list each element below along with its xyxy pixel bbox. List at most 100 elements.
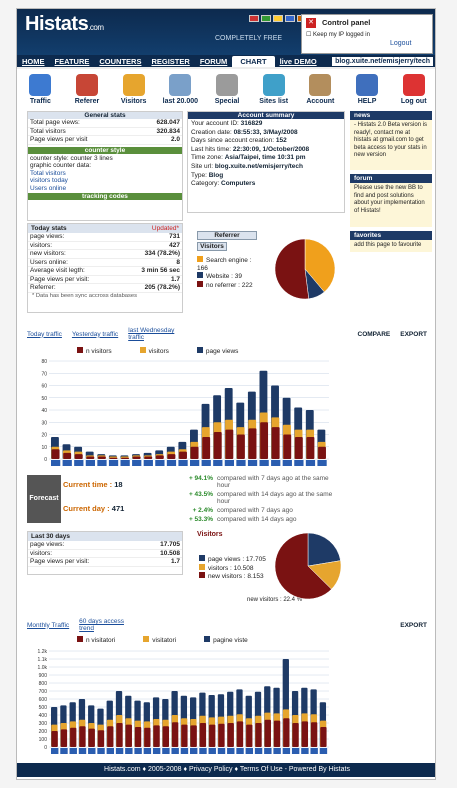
forecast-row: + 53.3% compared with 14 days ago <box>177 516 342 523</box>
tab-yesterday-traffic[interactable]: Yesterday traffic <box>71 330 119 338</box>
nav-counters[interactable]: COUNTERS <box>99 56 142 66</box>
legend-item: new visitors : 8.153 <box>199 572 266 581</box>
toolbar-help[interactable]: HELP <box>344 71 391 111</box>
page: Histats.com COMPLETELY FREE ✕ Control pa… <box>16 8 436 780</box>
total-visitors-link[interactable]: Total visitors <box>30 169 66 177</box>
keep-ip-checkbox[interactable]: ☐ Keep my IP logged in <box>306 32 370 38</box>
account-label: Time zone: <box>191 154 223 162</box>
visitors-button[interactable]: Visitors <box>197 242 227 251</box>
bar <box>144 456 153 459</box>
legend-swatch <box>199 572 205 578</box>
toolbar-account-icon <box>309 74 332 96</box>
y-tick-label: 1.0k <box>38 665 48 671</box>
today-stats-rows: page views: 731 visitors: 427 new visitors: 3… <box>28 233 182 293</box>
account-row: Creation date: 08:55:33, 3/May/2008 <box>191 129 341 138</box>
legend-swatch <box>77 636 83 642</box>
stat-row: Total page views: 628.047 <box>28 119 182 128</box>
account-label: Site url: <box>191 162 214 170</box>
bar <box>271 427 280 459</box>
stat-row: Average visit legth: 3 min 56 sec <box>28 267 182 276</box>
tab-monthly-traffic[interactable]: Monthly Traffic <box>27 621 70 629</box>
toolbar-traffic[interactable]: Traffic <box>17 71 64 111</box>
toolbar-traffic-icon <box>29 74 52 96</box>
toolbar-account[interactable]: Account <box>297 71 344 111</box>
toolbar-last-20-000[interactable]: last 20.000 <box>157 71 204 111</box>
toolbar-visitors-icon <box>122 74 145 96</box>
x-tick-bg <box>236 748 244 754</box>
toolbar-visitors[interactable]: Visitors <box>110 71 157 111</box>
pie-slice <box>304 238 336 293</box>
nav-feature[interactable]: FEATURE <box>54 56 90 66</box>
news-header: news <box>350 111 432 120</box>
x-tick-bg <box>178 460 188 466</box>
nav-home[interactable]: HOME <box>22 56 45 66</box>
account-label: Last hits time: <box>191 145 232 153</box>
x-tick-bg <box>115 748 124 754</box>
y-tick-label: 30 <box>41 420 47 426</box>
stat-label: Total visitors <box>30 127 66 135</box>
toolbar-referer[interactable]: Referer <box>64 71 111 111</box>
monthly-tabs: Monthly Traffic 60 days access trend EXP… <box>27 617 427 633</box>
toolbar-sites-list-icon <box>262 74 285 96</box>
site-selector[interactable]: blog.xuite.net/emisjerry/tech <box>332 57 433 66</box>
monthly-export-button[interactable]: EXPORT <box>400 621 427 629</box>
language-flags[interactable] <box>249 15 307 22</box>
y-tick-label: 1.2k <box>38 649 48 655</box>
legend-label: n visitatori <box>86 637 116 644</box>
x-tick-bg <box>51 460 61 466</box>
nav-chart[interactable]: CHART <box>232 55 275 67</box>
legend-swatch <box>199 563 205 570</box>
toolbar-special[interactable]: Special <box>204 71 251 111</box>
close-icon[interactable]: ✕ <box>306 18 316 28</box>
forecast-text: compared with 14 days ago <box>217 516 297 523</box>
legend-label: Search engine : 166 <box>197 257 252 272</box>
bar <box>51 449 60 459</box>
nav-live-demo[interactable]: live DEMO <box>279 56 317 66</box>
forecast-row: + 94.1% compared with 7 days ago at the s… <box>177 475 342 489</box>
news-body: - Histats 2.0 Beta version is ready!, co… <box>350 120 432 170</box>
nav-register[interactable]: REGISTER <box>151 56 190 66</box>
x-tick-bg <box>143 748 152 754</box>
export-button[interactable]: EXPORT <box>400 330 427 338</box>
bar <box>162 726 170 747</box>
compare-button[interactable]: COMPARE <box>357 330 391 338</box>
current-day-value: 471 <box>111 504 125 513</box>
favorites-link[interactable]: add this page to favourite <box>350 240 432 252</box>
bar <box>153 725 160 747</box>
account-label: Your account ID: <box>191 120 239 127</box>
toolbar-log-out[interactable]: Log out <box>390 71 435 111</box>
x-tick-bg <box>97 460 107 466</box>
tab-today-traffic[interactable]: Today traffic <box>27 330 62 338</box>
referrer-button[interactable]: Referrer <box>197 231 257 240</box>
bar <box>199 723 207 747</box>
tab-last-wednesday[interactable]: last Wednesday traffic <box>128 327 175 341</box>
users-online-link[interactable]: Users online <box>30 184 67 192</box>
stat-row: page views: 731 <box>28 233 182 242</box>
logout-link[interactable]: Logout <box>390 40 412 47</box>
toolbar-sites-list[interactable]: Sites list <box>250 71 297 111</box>
legend-swatch <box>197 256 203 262</box>
legend-label: visitors <box>148 348 169 355</box>
bar <box>190 446 199 459</box>
forum-header: forum <box>350 174 432 183</box>
forum-body[interactable]: Please use the new BB to find and post s… <box>350 183 432 227</box>
x-tick-bg <box>166 460 177 466</box>
tracking-codes-header[interactable]: tracking codes <box>28 193 182 200</box>
stat-value: 205 (78.2%) <box>144 284 180 291</box>
x-tick-bg <box>162 748 170 754</box>
bar <box>121 457 130 459</box>
new-visitors-note: new visitors : 22.4 % <box>247 597 303 603</box>
histats-logo[interactable]: Histats.com <box>25 13 104 36</box>
forecast-percent: + 43.5% <box>188 491 213 498</box>
forecast-text: compared with 7 days ago <box>217 507 293 514</box>
stat-value: 3 min 56 sec <box>141 267 180 274</box>
visitors-today-link[interactable]: visitors today <box>30 177 68 184</box>
x-tick-bg <box>85 460 96 466</box>
bar <box>79 726 86 747</box>
monthly-legend: n visitatori visitatori pagine viste <box>77 636 377 644</box>
toolbar-label: Visitors <box>120 98 147 105</box>
tab-60-days-trend[interactable]: 60 days access trend <box>79 618 124 632</box>
stat-value: 320.834 <box>156 127 181 135</box>
nav-forum[interactable]: FORUM <box>199 56 228 66</box>
x-tick-bg <box>180 748 189 754</box>
